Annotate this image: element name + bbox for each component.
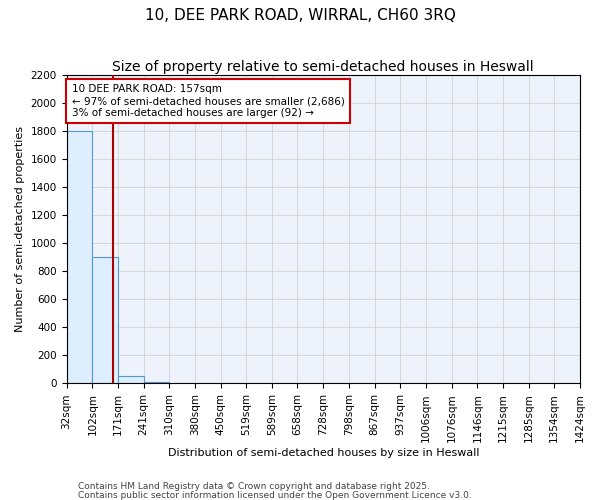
Bar	[143, 382, 169, 384]
Title: Size of property relative to semi-detached houses in Heswall: Size of property relative to semi-detach…	[112, 60, 534, 74]
X-axis label: Distribution of semi-detached houses by size in Heswall: Distribution of semi-detached houses by …	[167, 448, 479, 458]
Y-axis label: Number of semi-detached properties: Number of semi-detached properties	[15, 126, 25, 332]
Text: 10 DEE PARK ROAD: 157sqm
← 97% of semi-detached houses are smaller (2,686)
3% of: 10 DEE PARK ROAD: 157sqm ← 97% of semi-d…	[71, 84, 344, 117]
Bar	[92, 258, 118, 384]
Text: Contains HM Land Registry data © Crown copyright and database right 2025.: Contains HM Land Registry data © Crown c…	[78, 482, 430, 491]
Bar	[118, 376, 143, 384]
Text: Contains public sector information licensed under the Open Government Licence v3: Contains public sector information licen…	[78, 490, 472, 500]
Text: 10, DEE PARK ROAD, WIRRAL, CH60 3RQ: 10, DEE PARK ROAD, WIRRAL, CH60 3RQ	[145, 8, 455, 22]
Bar	[67, 131, 92, 384]
